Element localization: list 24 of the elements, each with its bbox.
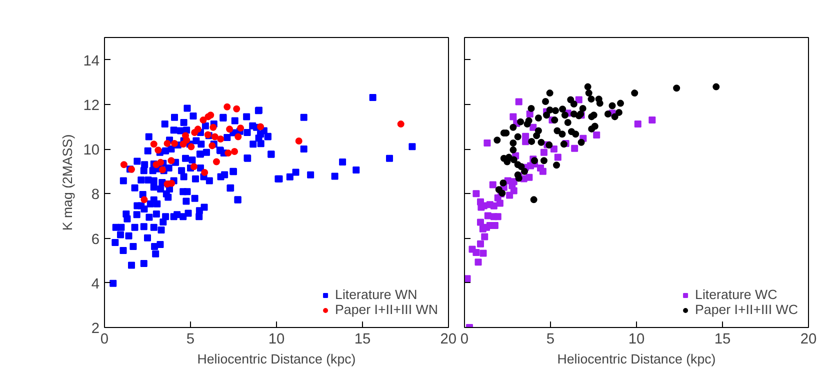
- y-axis-title: K mag (2MASS): [60, 134, 76, 231]
- x-axis-title: Heliocentric Distance (kpc): [197, 352, 356, 366]
- y-tick-label: 6: [91, 232, 100, 248]
- y-tick-label: 10: [83, 142, 100, 159]
- x-tick-label: 15: [354, 332, 371, 348]
- x-axis-title: Heliocentric Distance (kpc): [557, 352, 716, 366]
- legend-label: Literature WC: [695, 287, 778, 302]
- y-tick-label: 12: [83, 98, 100, 114]
- x-tick-label: 10: [268, 332, 285, 348]
- y-tick-label: 8: [91, 187, 100, 204]
- legend-label: Literature WN: [335, 287, 418, 302]
- legend-label: Paper I+II+III WC: [695, 302, 798, 317]
- y-tick-label: 4: [91, 276, 100, 292]
- x-tick-label: 15: [714, 332, 731, 348]
- legend-label: Paper I+II+III WN: [335, 302, 438, 317]
- x-tick-label: 20: [440, 332, 457, 348]
- y-tick-label: 2: [91, 321, 100, 337]
- x-tick-label: 20: [800, 332, 817, 348]
- y-tick-label: 14: [83, 53, 100, 70]
- x-tick-label: 10: [628, 332, 645, 348]
- x-tick-label: 0: [100, 332, 109, 348]
- x-tick-label: 5: [186, 332, 195, 348]
- x-tick-label: 5: [546, 332, 555, 348]
- x-tick-label: 0: [460, 332, 469, 348]
